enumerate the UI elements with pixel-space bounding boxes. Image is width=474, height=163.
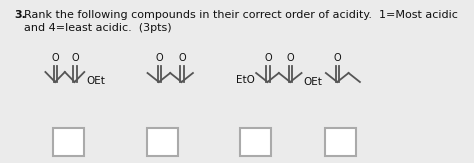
Text: O: O: [334, 53, 341, 63]
Bar: [240, 128, 271, 156]
Text: O: O: [287, 53, 294, 63]
Text: O: O: [178, 53, 186, 63]
Text: 3.: 3.: [15, 10, 27, 20]
Text: OEt: OEt: [303, 77, 322, 87]
Text: EtO: EtO: [236, 75, 255, 85]
Text: Rank the following compounds in their correct order of acidity.  1=Most acidic: Rank the following compounds in their co…: [24, 10, 458, 20]
Text: O: O: [71, 53, 79, 63]
Text: and 4=least acidic.  (3pts): and 4=least acidic. (3pts): [24, 23, 172, 33]
Bar: [325, 128, 356, 156]
Text: OEt: OEt: [86, 76, 105, 86]
Bar: [54, 128, 84, 156]
Text: O: O: [52, 53, 59, 63]
Text: O: O: [155, 53, 163, 63]
Bar: [147, 128, 178, 156]
Text: O: O: [264, 53, 272, 63]
